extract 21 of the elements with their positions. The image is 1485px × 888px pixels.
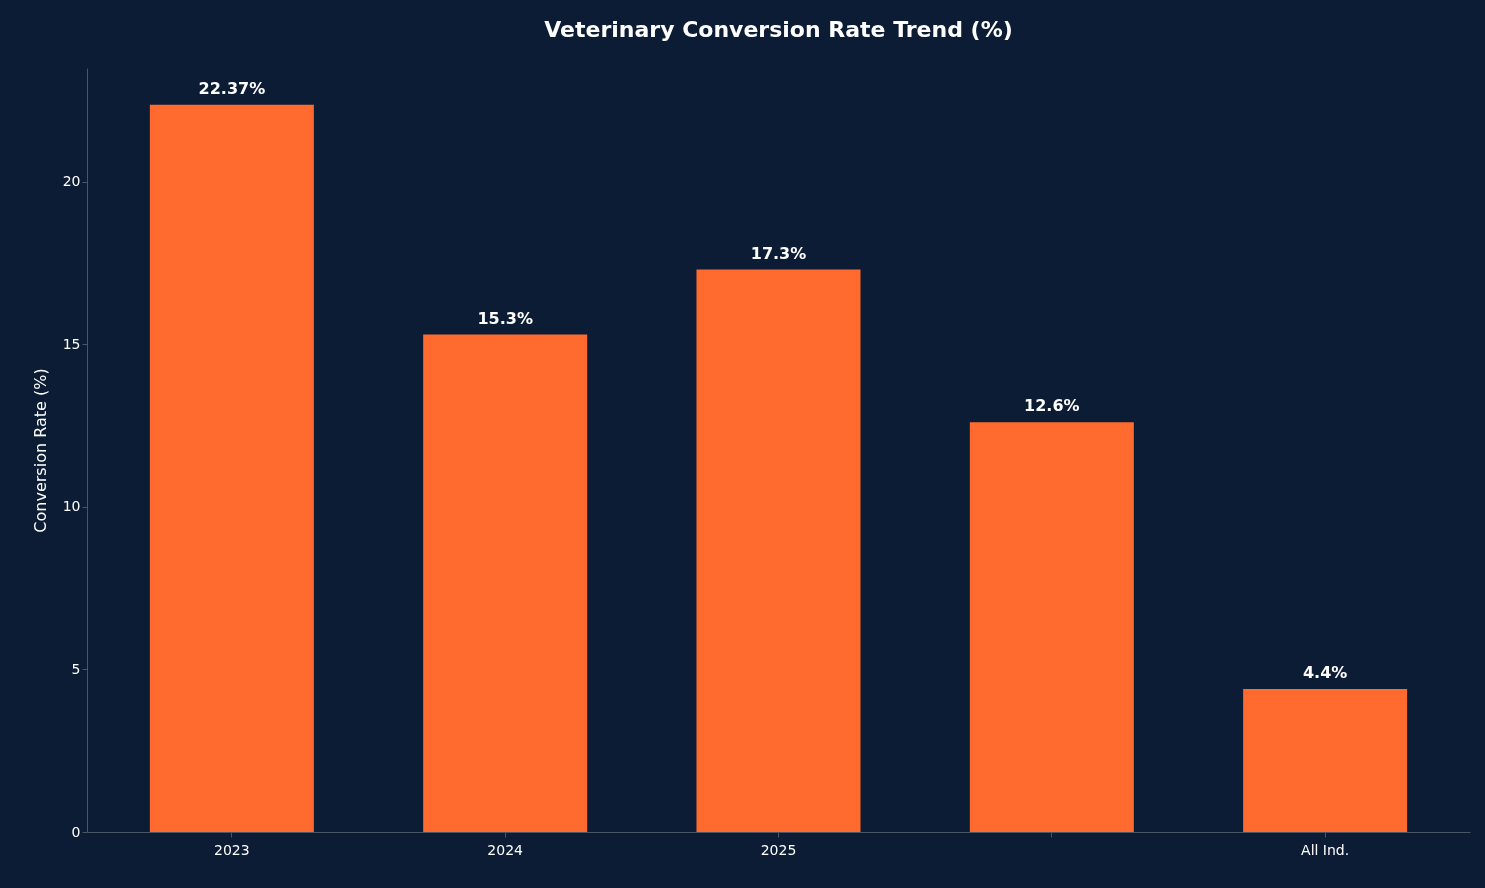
x-tick-label: 2024 <box>487 841 524 858</box>
y-tick-label: 5 <box>71 660 81 677</box>
y-axis-title: Conversion Rate (%) <box>30 368 50 533</box>
data-label: 22.37% <box>198 78 266 98</box>
y-tick-label: 20 <box>62 173 81 190</box>
x-tick-label: 2023 <box>214 841 250 858</box>
data-label: 12.6% <box>1024 396 1080 416</box>
data-label: 4.4% <box>1302 662 1348 682</box>
data-label: 15.3% <box>477 308 533 328</box>
bar <box>696 269 861 832</box>
y-tick-label: 0 <box>71 823 81 840</box>
bar <box>149 104 314 832</box>
bar <box>423 334 588 832</box>
y-tick-label: 15 <box>62 335 81 352</box>
x-tick-label: 2025 <box>760 841 797 858</box>
x-tick-label: All Ind. <box>1301 841 1350 858</box>
y-tick-label: 10 <box>62 498 81 515</box>
data-label: 17.3% <box>750 243 807 263</box>
chart-title: Veterinary Conversion Rate Trend (%) <box>544 17 1013 42</box>
bar <box>1243 688 1408 832</box>
bar <box>969 422 1134 832</box>
